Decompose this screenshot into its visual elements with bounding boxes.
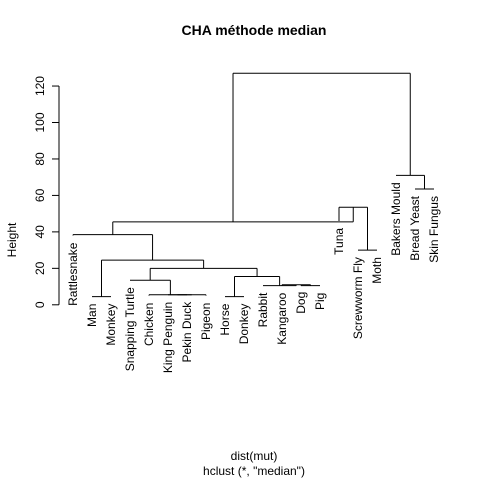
leaf-label: King Penguin (161, 302, 175, 373)
leaf-label: Horse (218, 303, 232, 335)
y-tick-label: 120 (33, 76, 47, 96)
leaf-label: Man (85, 304, 99, 327)
leaf-label: Monkey (104, 304, 118, 346)
leaf-label: Tuna (332, 228, 346, 255)
leaf-label: Snapping Turtle (123, 287, 137, 371)
chart-title: CHA méthode median (182, 22, 327, 38)
y-tick-label: 100 (33, 112, 47, 132)
y-axis-label: Height (5, 222, 19, 257)
leaf-label: Screwworm Fly (351, 257, 365, 339)
leaf-label: Rattlesnake (66, 242, 80, 306)
sub-title: hclust (*, "median") (203, 464, 305, 478)
y-tick-label: 20 (33, 261, 47, 275)
leaf-label: Kangaroo (275, 292, 289, 344)
leaf-label: Pigeon (199, 303, 213, 340)
leaf-label: Dog (294, 292, 308, 314)
x-axis-label: dist(mut) (231, 449, 278, 463)
leaf-labels: Rattlesnake Man Monkey Snapping Turtle Chick… (66, 182, 441, 373)
leaf-label: Rabbit (256, 292, 270, 327)
leaf-label: Donkey (237, 304, 251, 345)
leaf-label: Moth (370, 257, 384, 284)
y-tick-label: 60 (33, 188, 47, 202)
leaf-label: Bakers Mould (389, 182, 403, 255)
y-tick-label: 0 (33, 301, 47, 308)
leaf-label: Skin Fungus (427, 196, 441, 263)
leaf-label: Pekin Duck (180, 301, 194, 363)
dendrogram-tree (72, 72, 434, 298)
y-tick-label: 80 (33, 152, 47, 166)
leaf-label: Pig (313, 293, 327, 310)
y-axis: 0 20 40 60 80 100 120 (33, 76, 60, 308)
leaf-label: Chicken (142, 303, 156, 346)
y-tick-label: 40 (33, 225, 47, 239)
leaf-label: Bread Yeast (408, 195, 422, 260)
